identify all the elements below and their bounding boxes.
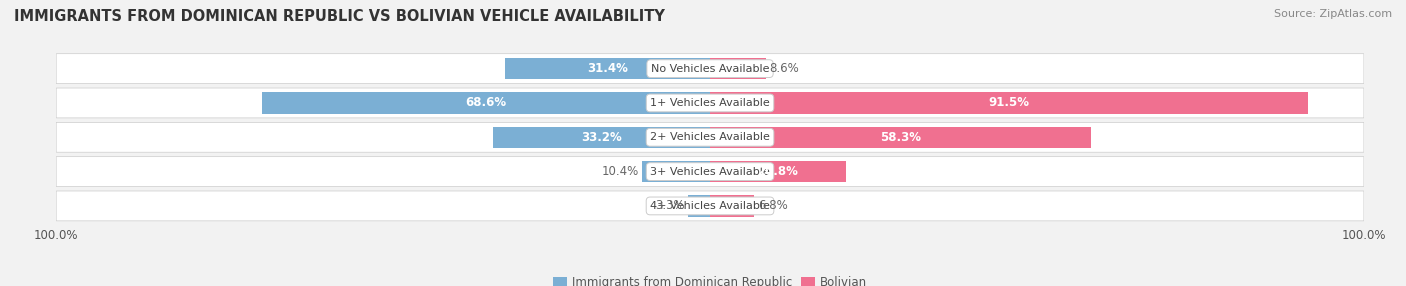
Bar — [710, 127, 1091, 148]
Bar — [689, 195, 710, 217]
FancyBboxPatch shape — [56, 122, 1364, 152]
Bar — [643, 161, 710, 182]
Bar — [505, 58, 710, 79]
Text: 10.4%: 10.4% — [602, 165, 638, 178]
Text: 20.8%: 20.8% — [758, 165, 799, 178]
Legend: Immigrants from Dominican Republic, Bolivian: Immigrants from Dominican Republic, Boli… — [553, 276, 868, 286]
Bar — [494, 127, 710, 148]
FancyBboxPatch shape — [56, 54, 1364, 84]
Text: 33.2%: 33.2% — [581, 131, 621, 144]
FancyBboxPatch shape — [56, 88, 1364, 118]
Bar — [262, 92, 710, 114]
Text: 91.5%: 91.5% — [988, 96, 1029, 110]
Text: 31.4%: 31.4% — [586, 62, 628, 75]
Bar — [710, 58, 766, 79]
Bar — [710, 92, 1308, 114]
Text: 1+ Vehicles Available: 1+ Vehicles Available — [650, 98, 770, 108]
Text: Source: ZipAtlas.com: Source: ZipAtlas.com — [1274, 9, 1392, 19]
Bar — [710, 195, 755, 217]
Text: 3.3%: 3.3% — [655, 199, 685, 212]
FancyBboxPatch shape — [56, 191, 1364, 221]
FancyBboxPatch shape — [56, 157, 1364, 186]
Text: 3+ Vehicles Available: 3+ Vehicles Available — [650, 167, 770, 176]
Text: IMMIGRANTS FROM DOMINICAN REPUBLIC VS BOLIVIAN VEHICLE AVAILABILITY: IMMIGRANTS FROM DOMINICAN REPUBLIC VS BO… — [14, 9, 665, 23]
Text: 6.8%: 6.8% — [758, 199, 787, 212]
Bar — [710, 161, 846, 182]
Text: 58.3%: 58.3% — [880, 131, 921, 144]
Text: 2+ Vehicles Available: 2+ Vehicles Available — [650, 132, 770, 142]
Text: No Vehicles Available: No Vehicles Available — [651, 64, 769, 74]
Text: 68.6%: 68.6% — [465, 96, 506, 110]
Text: 8.6%: 8.6% — [769, 62, 799, 75]
Text: 4+ Vehicles Available: 4+ Vehicles Available — [650, 201, 770, 211]
